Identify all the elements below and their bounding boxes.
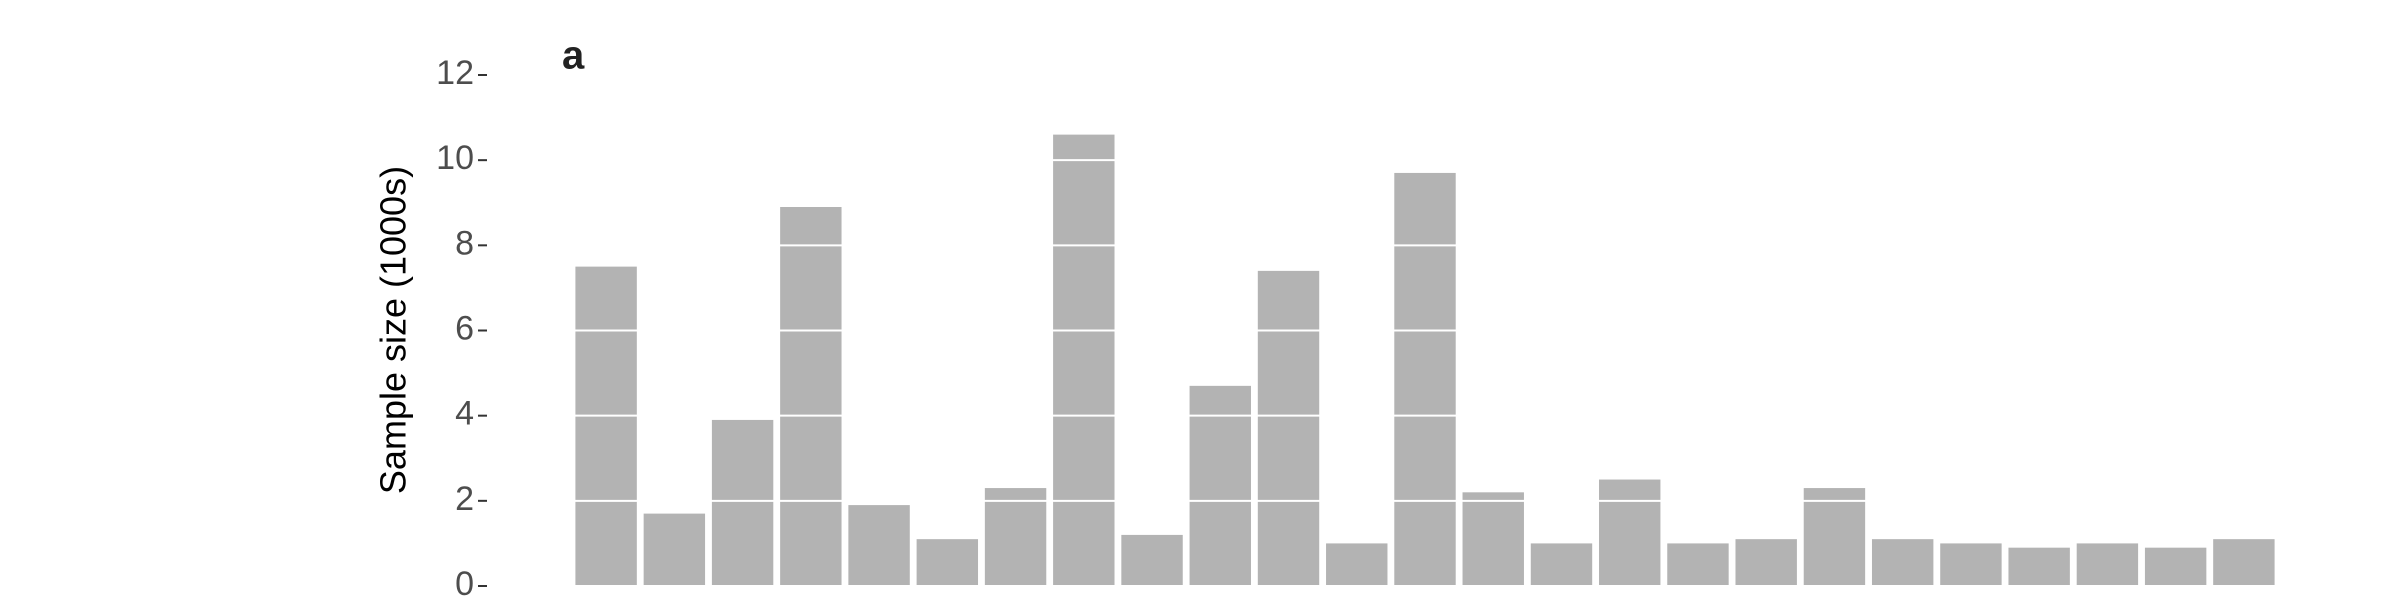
bar (780, 207, 842, 586)
bar (1735, 539, 1797, 586)
bar (1121, 534, 1183, 586)
y-tick-label: 10 (436, 139, 474, 177)
y-tick-label: 12 (436, 54, 474, 92)
panel-label: a (562, 34, 585, 78)
bar (575, 266, 637, 586)
bar (643, 513, 706, 586)
bar (916, 539, 979, 586)
bar (2076, 543, 2139, 586)
bar (1871, 539, 1934, 586)
bar (1326, 543, 1388, 586)
bar (1394, 172, 1456, 587)
bar (2008, 547, 2070, 586)
bar (984, 488, 1047, 586)
bar (1462, 492, 1524, 586)
bar (1189, 385, 1251, 586)
y-tick-label: 2 (455, 480, 474, 518)
bar (1667, 543, 1729, 586)
bar (1257, 270, 1320, 586)
y-tick-label: 4 (455, 395, 474, 433)
y-axis-title: Sample size (1000s) (373, 166, 414, 494)
y-tick-label: 8 (455, 224, 474, 262)
bar (1803, 488, 1866, 586)
y-tick-label: 0 (455, 565, 474, 600)
bar (1599, 479, 1661, 586)
bar (1940, 543, 2002, 586)
bar (2144, 547, 2207, 586)
bar (1530, 543, 1593, 586)
bar (711, 419, 774, 586)
y-tick-label: 6 (455, 309, 474, 347)
bar (2213, 539, 2275, 586)
bar (848, 505, 910, 586)
bar (1053, 134, 1115, 586)
